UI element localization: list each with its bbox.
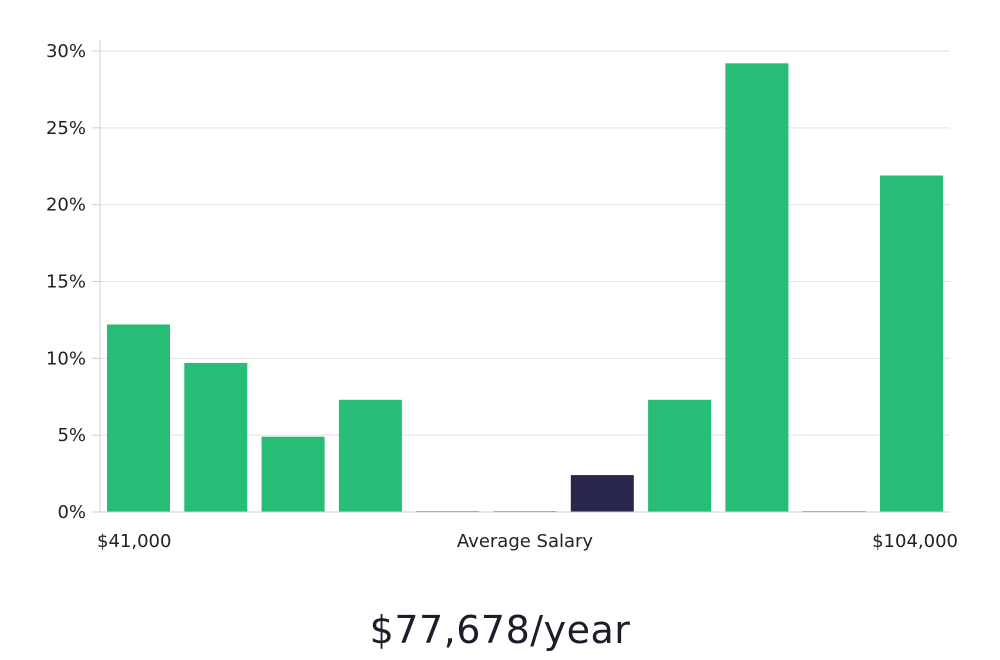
y-tick-label: 0% — [57, 502, 86, 523]
y-tick-label: 20% — [46, 195, 86, 216]
bar-average-salary — [570, 475, 634, 512]
bar — [648, 399, 712, 512]
x-label-min: $41,000 — [97, 531, 171, 552]
salary-histogram: 0% 5% 10% 15% 20% 25% 30% $41,000 Average Sala… — [46, 40, 958, 552]
y-tick-label: 5% — [57, 425, 86, 446]
gridlines — [100, 50, 950, 436]
y-tick-label: 25% — [46, 118, 86, 139]
bar — [107, 324, 170, 512]
bar — [725, 63, 789, 513]
bar — [261, 436, 325, 512]
x-label-max: $104,000 — [872, 531, 958, 552]
average-salary-value: $77,678/year — [369, 608, 631, 652]
bar — [338, 399, 402, 512]
y-tick-label: 15% — [46, 272, 86, 293]
bar — [184, 362, 248, 512]
y-tick-label: 10% — [46, 348, 86, 369]
bars — [107, 63, 943, 513]
x-label-average: Average Salary — [457, 531, 594, 552]
bar — [880, 175, 943, 512]
y-tick-label: 30% — [46, 41, 86, 62]
y-axis-ticks: 0% 5% 10% 15% 20% 25% 30% — [46, 41, 100, 523]
